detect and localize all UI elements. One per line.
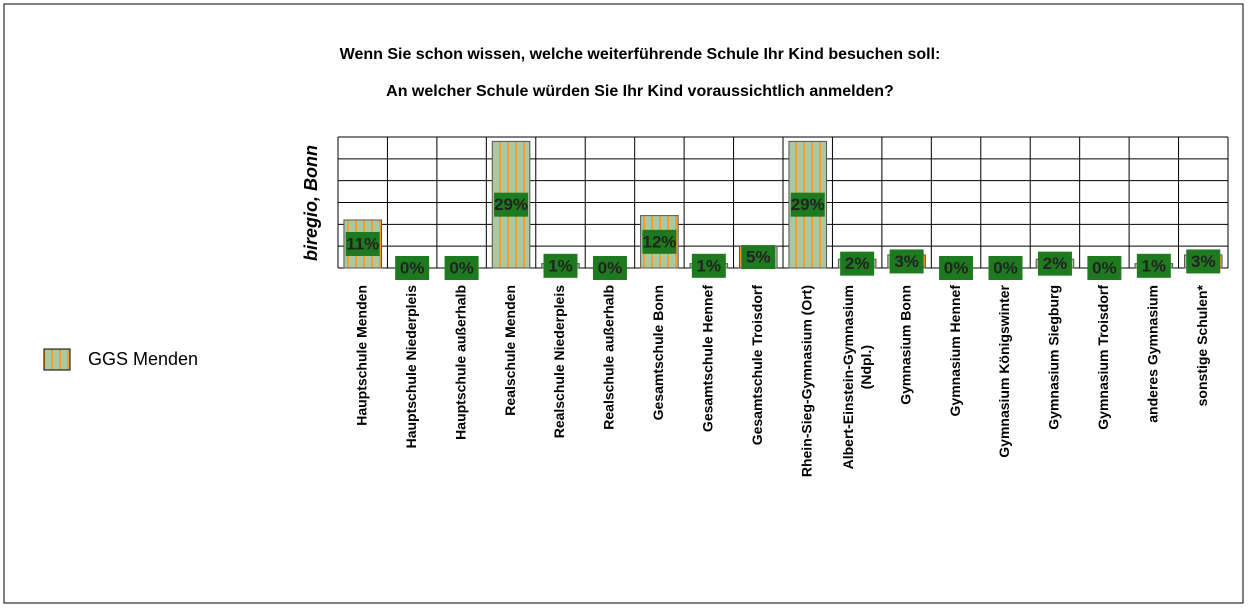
data-label-box [592, 256, 627, 280]
data-label-box [1186, 249, 1221, 274]
y-axis-label: biregio, Bonn [301, 145, 321, 261]
data-label: 12% [642, 232, 676, 251]
x-tick-label: Gymnasium Siegburg [1046, 285, 1062, 430]
data-label: 3% [894, 252, 919, 271]
x-tick-label: sonstige Schulen* [1194, 284, 1210, 406]
data-label-box [1037, 251, 1072, 276]
legend-swatch [43, 348, 71, 371]
data-label-box [988, 256, 1023, 280]
chart-subtitle: An welcher Schule würden Sie Ihr Kind vo… [386, 83, 894, 100]
data-label: 0% [449, 258, 474, 277]
data-label-box [543, 253, 578, 278]
x-tick-label: Gymnasium Hennef [947, 285, 963, 417]
data-label-box [741, 245, 776, 270]
x-tick-label: Gesamtschule Bonn [650, 285, 666, 420]
data-label: 1% [697, 256, 722, 275]
x-tick-label: Gymnasium Königswinter [996, 284, 1012, 457]
data-label-box [840, 251, 875, 276]
data-label-box [395, 256, 430, 280]
x-tick-label: anderes Gymnasium [1145, 285, 1161, 423]
x-tick-label: Realschule Niederpleis [551, 285, 567, 439]
x-tick-label: Gesamtschule Hennef [700, 285, 716, 432]
x-tick-label: Realschule außerhalb [601, 285, 617, 430]
legend-label: GGS Menden [88, 349, 198, 369]
x-tick-label: Hauptschule außerhalb [452, 285, 468, 440]
data-label-box [889, 249, 924, 274]
data-label: 1% [1142, 256, 1167, 275]
data-label: 11% [346, 234, 379, 253]
data-label: 2% [845, 254, 870, 273]
data-label: 5% [746, 248, 771, 267]
data-label: 0% [400, 258, 425, 277]
data-label-box [444, 256, 479, 280]
data-label: 0% [598, 258, 623, 277]
data-label-box [1087, 256, 1122, 280]
data-label-box [691, 253, 726, 278]
data-label: 2% [1043, 254, 1068, 273]
data-label-box [345, 231, 380, 256]
x-tick-label: Hauptschule Menden [353, 285, 369, 426]
chart-title: Wenn Sie schon wissen, welche weiterführ… [340, 46, 941, 63]
frame [3, 3, 1244, 604]
x-tick-label: Albert-Einstein-Gymnasium (Ndpl.) [840, 285, 874, 469]
data-label: 0% [993, 258, 1018, 277]
x-tick-label: Rhein-Sieg-Gymnasium (Ort) [798, 285, 814, 477]
x-tick-label: Gesamtschule Troisdorf [749, 285, 765, 446]
data-label: 0% [1092, 258, 1117, 277]
data-label: 3% [1191, 252, 1216, 271]
x-tick-label: Gymnasium Bonn [897, 285, 913, 405]
x-tick-label: Hauptschule Niederpleis [403, 285, 419, 449]
data-label: 1% [548, 256, 573, 275]
x-tick-label: Realschule Menden [502, 285, 518, 416]
data-label-box [642, 229, 677, 254]
data-label: 29% [494, 195, 528, 214]
data-label-box [494, 192, 529, 217]
data-label-box [939, 256, 974, 280]
data-label-box [1136, 253, 1171, 278]
x-tick-label: Gymnasium Troisdorf [1095, 285, 1111, 430]
data-label: 0% [944, 258, 969, 277]
data-label: 29% [791, 195, 825, 214]
data-label-box [790, 192, 825, 217]
